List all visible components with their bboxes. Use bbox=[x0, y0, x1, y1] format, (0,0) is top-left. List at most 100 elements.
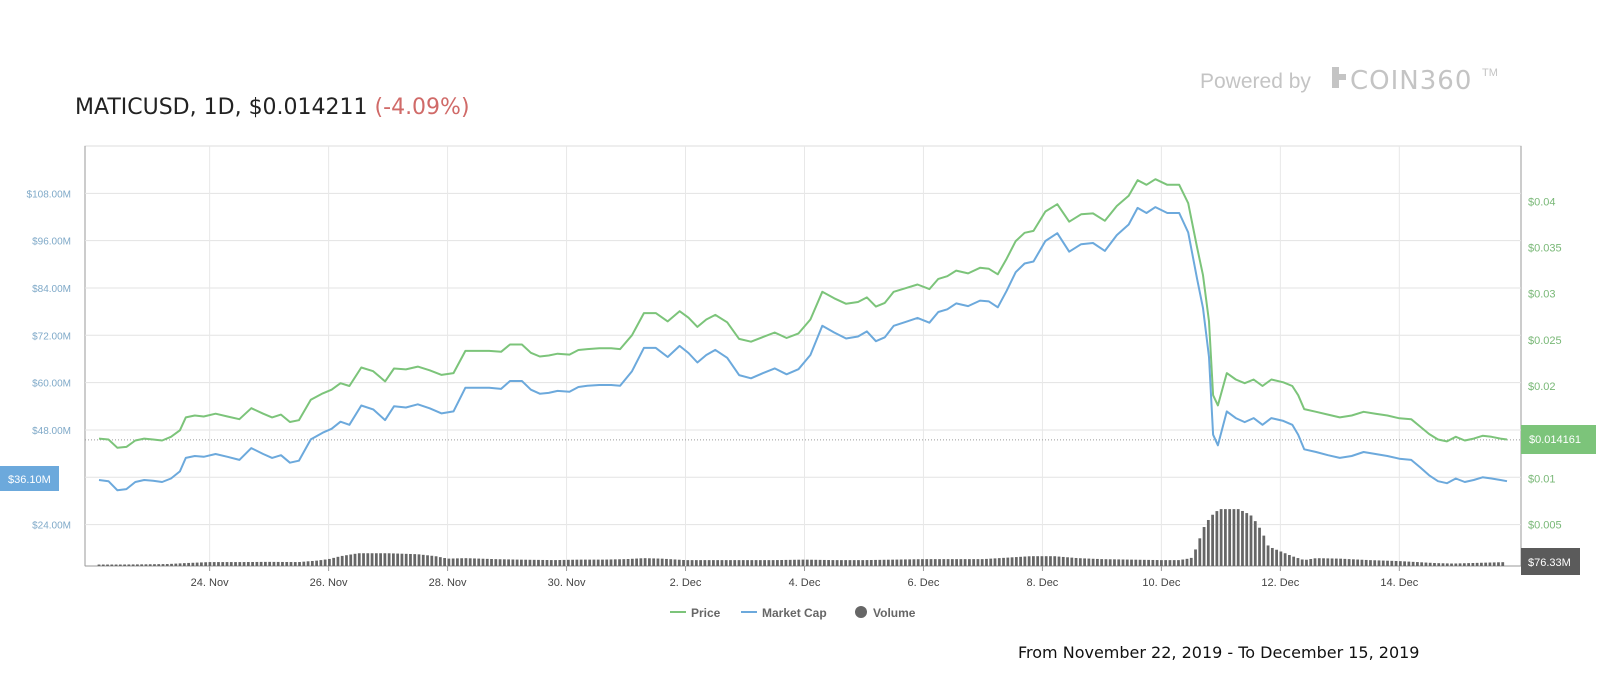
volume-bar bbox=[904, 559, 907, 566]
volume-bar bbox=[750, 560, 753, 566]
legend-item-market-cap[interactable]: Market Cap bbox=[741, 606, 827, 620]
volume-bar bbox=[1407, 562, 1410, 566]
volume-bar bbox=[840, 560, 843, 566]
volume-bar bbox=[1467, 563, 1470, 566]
volume-bar bbox=[1420, 562, 1423, 566]
volume-bar bbox=[1156, 560, 1159, 566]
right-axis-tick-label: $0.04 bbox=[1528, 196, 1556, 208]
volume-bar bbox=[516, 560, 519, 566]
volume-bar bbox=[1177, 560, 1180, 566]
volume-bar bbox=[789, 560, 792, 566]
volume-bar bbox=[861, 560, 864, 566]
volume-bar bbox=[802, 560, 805, 566]
volume-bar bbox=[392, 553, 395, 566]
volume-bar bbox=[328, 559, 331, 566]
volume-bar bbox=[383, 553, 386, 566]
volume-bar bbox=[1245, 513, 1248, 566]
right-axis-tick-label: $0.01 bbox=[1528, 473, 1556, 485]
right-axis-tick-label: $0.03 bbox=[1528, 289, 1556, 301]
volume-bar bbox=[648, 558, 651, 566]
volume-bar bbox=[1028, 556, 1031, 566]
volume-bar bbox=[341, 556, 344, 566]
legend-item-volume[interactable]: Volume bbox=[855, 606, 916, 620]
volume-bar bbox=[324, 560, 327, 566]
volume-bar bbox=[447, 559, 450, 566]
volume-bar bbox=[388, 553, 391, 566]
volume-bar bbox=[294, 562, 297, 566]
volume-bar bbox=[1160, 560, 1163, 566]
volume-bar bbox=[699, 560, 702, 566]
volume-bar bbox=[729, 560, 732, 566]
volume-bar bbox=[1318, 558, 1321, 566]
volume-bar bbox=[1365, 560, 1368, 566]
volume-bar bbox=[1006, 558, 1009, 566]
volume-bar bbox=[200, 562, 203, 566]
volume-bar bbox=[1471, 563, 1474, 566]
volume-bar bbox=[187, 563, 190, 566]
volume-bar bbox=[793, 560, 796, 566]
powered-by-label: Powered by bbox=[1200, 70, 1311, 93]
price-change: (-4.09%) bbox=[375, 95, 470, 120]
chart-title: MATICUSD, 1D, $0.014211 (-4.09%) bbox=[75, 95, 470, 120]
volume-bar bbox=[1326, 558, 1329, 566]
volume-bar bbox=[1139, 560, 1142, 566]
volume-bar bbox=[1058, 557, 1061, 566]
price-badge-text: $0.014161 bbox=[1529, 434, 1581, 446]
volume-bar bbox=[1348, 559, 1351, 566]
volume-bar bbox=[1143, 560, 1146, 566]
volume-bar bbox=[537, 560, 540, 566]
trademark-label: TM bbox=[1482, 67, 1498, 79]
volume-bar bbox=[482, 559, 485, 566]
right-axis-tick-label: $0.005 bbox=[1528, 519, 1562, 531]
volume-bar bbox=[277, 562, 280, 566]
volume-bar bbox=[1378, 560, 1381, 566]
volume-bar bbox=[157, 564, 160, 566]
volume-bar bbox=[874, 560, 877, 566]
volume-bar bbox=[908, 559, 911, 566]
volume-bar bbox=[1425, 563, 1428, 566]
volume-bar bbox=[1403, 561, 1406, 566]
volume-bar bbox=[657, 559, 660, 566]
volume-bar bbox=[1023, 557, 1026, 566]
volume-bar bbox=[1224, 509, 1227, 566]
volume-bar bbox=[558, 560, 561, 566]
volume-bar bbox=[725, 560, 728, 566]
volume-bar bbox=[281, 562, 284, 566]
volume-bar bbox=[1267, 545, 1270, 566]
volume-bar bbox=[759, 560, 762, 566]
volume-bar bbox=[1147, 560, 1150, 566]
volume-bar bbox=[426, 555, 429, 566]
volume-bar bbox=[695, 560, 698, 566]
volume-bar bbox=[797, 560, 800, 566]
volume-bar bbox=[247, 562, 250, 566]
volume-bar bbox=[166, 564, 169, 566]
volume-bar bbox=[1117, 559, 1120, 566]
volume-bar bbox=[1250, 515, 1253, 566]
volume-bar bbox=[1045, 556, 1048, 566]
volume-bar bbox=[1437, 563, 1440, 566]
volume-bar bbox=[1343, 559, 1346, 566]
branding: Powered by COIN360 TM bbox=[1200, 66, 1498, 96]
x-axis-tick-label: 14. Dec bbox=[1380, 577, 1418, 589]
x-axis-tick-label: 26. Nov bbox=[310, 577, 348, 589]
volume-bar bbox=[140, 564, 143, 566]
volume-bar bbox=[1053, 556, 1056, 566]
volume-bar bbox=[836, 560, 839, 566]
volume-bar bbox=[712, 560, 715, 566]
volume-bar bbox=[849, 560, 852, 566]
volume-bar bbox=[1262, 536, 1265, 566]
legend-label: Market Cap bbox=[762, 606, 827, 620]
volume-bar bbox=[401, 554, 404, 566]
volume-bar bbox=[1386, 561, 1389, 566]
volume-bar bbox=[682, 560, 685, 566]
volume-bar bbox=[1032, 556, 1035, 566]
volume-bar bbox=[268, 562, 271, 566]
volume-bar bbox=[584, 560, 587, 566]
volume-bar bbox=[238, 562, 241, 566]
volume-bar bbox=[221, 562, 224, 566]
volume-bar bbox=[319, 560, 322, 566]
volume-bar bbox=[913, 559, 916, 566]
legend-item-price[interactable]: Price bbox=[670, 606, 721, 620]
market-cap-badge-text: $36.10M bbox=[8, 474, 51, 486]
volume-bar bbox=[1484, 563, 1487, 566]
